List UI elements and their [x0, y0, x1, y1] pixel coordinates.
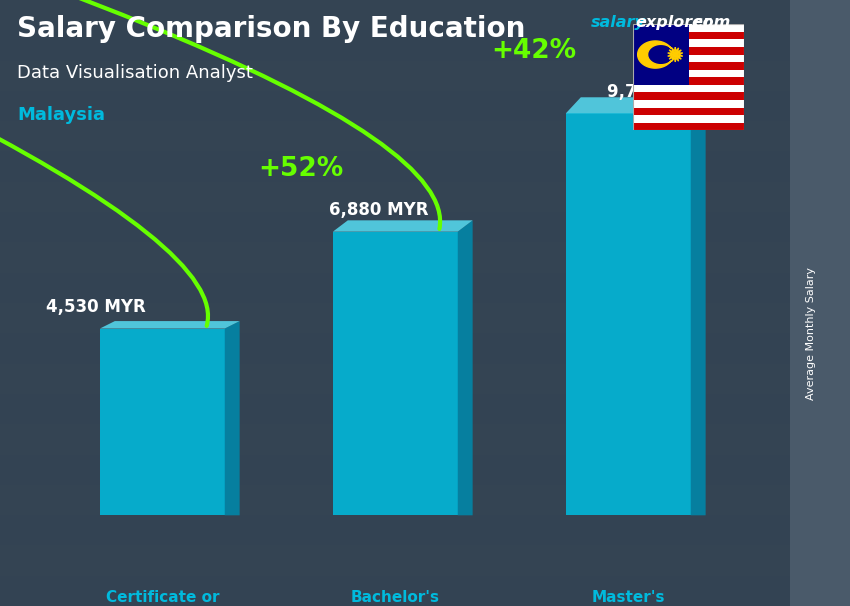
- Bar: [633, 39, 744, 47]
- Bar: [0, 394, 790, 424]
- Bar: [0, 242, 790, 273]
- Polygon shape: [333, 231, 457, 515]
- Polygon shape: [566, 98, 706, 113]
- Text: Salary Comparison By Education: Salary Comparison By Education: [17, 15, 525, 43]
- Bar: [0, 30, 790, 61]
- Bar: [633, 47, 744, 55]
- Text: 6,880 MYR: 6,880 MYR: [329, 201, 428, 219]
- Bar: [633, 115, 744, 122]
- Polygon shape: [566, 113, 691, 515]
- Bar: [0, 273, 790, 303]
- Bar: [633, 77, 744, 85]
- Bar: [633, 108, 744, 115]
- Bar: [633, 122, 744, 130]
- Text: Data Visualisation Analyst: Data Visualisation Analyst: [17, 64, 253, 82]
- Bar: [633, 70, 744, 77]
- Polygon shape: [333, 221, 473, 231]
- Polygon shape: [224, 321, 240, 515]
- Text: Certificate or
Diploma: Certificate or Diploma: [105, 590, 219, 606]
- Polygon shape: [99, 328, 224, 515]
- Polygon shape: [99, 321, 240, 328]
- Text: Malaysia: Malaysia: [17, 106, 105, 124]
- Bar: [633, 85, 744, 92]
- Bar: [0, 454, 790, 485]
- Bar: [633, 55, 744, 62]
- Bar: [633, 32, 744, 39]
- Text: +42%: +42%: [491, 38, 576, 64]
- Polygon shape: [691, 98, 706, 515]
- Text: explorer: explorer: [636, 15, 711, 30]
- Bar: [633, 100, 744, 108]
- Polygon shape: [638, 41, 672, 68]
- Polygon shape: [668, 47, 683, 62]
- Bar: [0, 576, 790, 606]
- Bar: [0, 121, 790, 152]
- Bar: [633, 92, 744, 100]
- Bar: [0, 182, 790, 212]
- Text: salary: salary: [591, 15, 645, 30]
- Text: 4,530 MYR: 4,530 MYR: [46, 298, 145, 316]
- Bar: [633, 62, 744, 70]
- Text: Master's
Degree: Master's Degree: [592, 590, 665, 606]
- Bar: [633, 24, 744, 32]
- Bar: [0, 333, 790, 364]
- Bar: [0, 0, 790, 30]
- Bar: [0, 91, 790, 121]
- Bar: [0, 152, 790, 182]
- Polygon shape: [457, 221, 473, 515]
- Text: 9,750 MYR: 9,750 MYR: [608, 83, 707, 101]
- Text: Average Monthly Salary: Average Monthly Salary: [807, 267, 816, 400]
- Bar: [0, 303, 790, 333]
- Text: Bachelor's
Degree: Bachelor's Degree: [351, 590, 439, 606]
- Bar: [0, 485, 790, 515]
- Text: .com: .com: [687, 15, 730, 30]
- Bar: [0, 424, 790, 454]
- Bar: [0, 212, 790, 242]
- Bar: [0, 515, 790, 545]
- Bar: [0, 364, 790, 394]
- Bar: [633, 24, 688, 85]
- Text: +52%: +52%: [258, 156, 343, 182]
- Bar: [0, 545, 790, 576]
- Bar: [0, 61, 790, 91]
